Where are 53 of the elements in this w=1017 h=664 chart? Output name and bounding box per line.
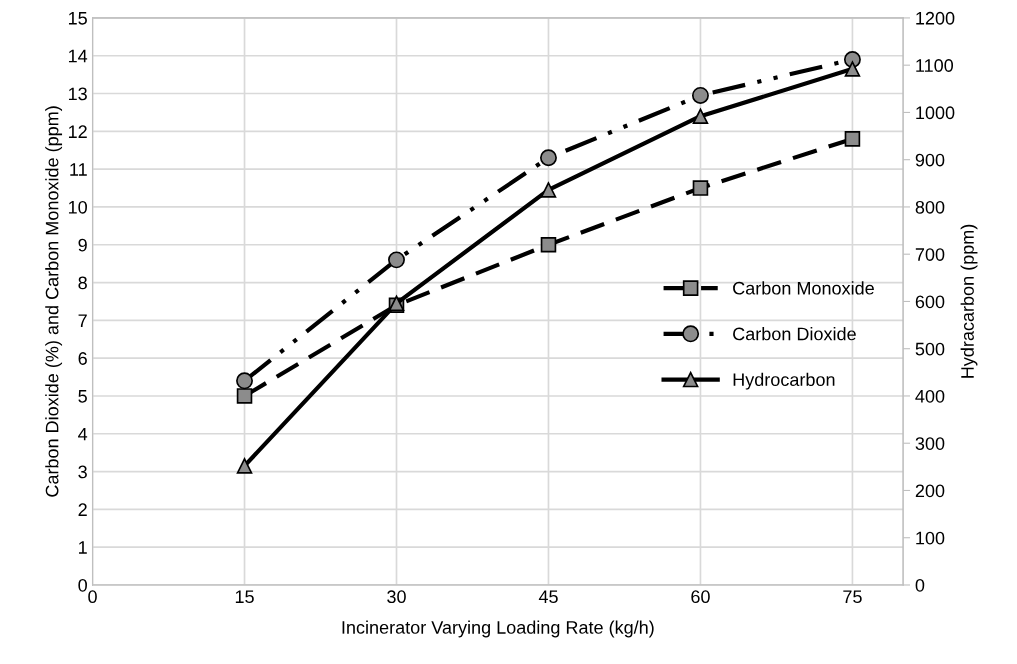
x-tick-label: 15 <box>235 590 254 604</box>
x-axis-title: Incinerator Varying Loading Rate (kg/h) <box>342 620 654 638</box>
point <box>540 182 557 198</box>
y-tick-label: 1 <box>79 541 87 554</box>
y-tick-label: 8 <box>78 276 87 290</box>
y-tick-label: 0 <box>78 578 87 592</box>
x-tick-label: 30 <box>387 590 406 604</box>
point <box>844 131 861 147</box>
y2-axis-title: Hydracarbon (ppm) <box>960 224 978 378</box>
y2-tick-label: 1200 <box>916 11 955 25</box>
x-tick-label: 45 <box>538 590 558 604</box>
point <box>236 388 253 404</box>
y2-tick-label: 400 <box>915 389 945 403</box>
y-tick-label: 13 <box>68 87 87 101</box>
y2-tick-label: 600 <box>915 295 945 309</box>
point <box>844 61 861 77</box>
y2-tick-label: 500 <box>915 342 945 356</box>
y-tick-label: 3 <box>78 465 87 479</box>
legend-label: Carbon Monoxide <box>733 281 874 295</box>
y-axis-title: Carbon Dioxide (%) and Carbon Monoxide (ppm) <box>45 106 63 497</box>
legend-label: Carbon Dioxide <box>733 327 856 341</box>
y-tick-label: 6 <box>78 352 87 365</box>
point <box>692 180 709 196</box>
y-tick-label: 11 <box>70 163 87 176</box>
y2-tick-label: 300 <box>915 437 945 450</box>
y-tick-label: 5 <box>78 390 87 403</box>
y2-tick-label: 1000 <box>916 106 955 120</box>
y2-tick-label: 1100 <box>916 59 954 72</box>
y-tick-label: 14 <box>68 49 88 63</box>
y-tick-label: 7 <box>78 314 87 327</box>
y2-tick-label: 0 <box>915 578 925 592</box>
y-tick-label: 2 <box>78 503 87 516</box>
point <box>236 458 253 474</box>
legend-label: Hydrocarbon <box>733 372 835 390</box>
point <box>540 149 557 167</box>
y-tick-label: 12 <box>68 125 87 138</box>
x-tick-label: 60 <box>691 590 710 604</box>
y-tick-label: 9 <box>78 238 87 252</box>
y-tick-label: 15 <box>68 12 87 25</box>
x-tick-label: 75 <box>843 590 862 604</box>
y2-tick-label: 700 <box>915 248 945 261</box>
y2-tick-label: 100 <box>916 531 945 545</box>
point <box>388 251 405 269</box>
y-tick-label: 10 <box>68 200 87 214</box>
y-tick-label: 4 <box>78 427 88 441</box>
point <box>691 86 709 104</box>
point <box>692 108 709 124</box>
y2-tick-label: 200 <box>915 484 945 498</box>
point <box>540 236 557 253</box>
x-tick-label: 0 <box>88 590 97 604</box>
point <box>236 372 253 390</box>
y2-tick-label: 900 <box>915 153 945 167</box>
y2-tick-label: 800 <box>915 200 945 214</box>
